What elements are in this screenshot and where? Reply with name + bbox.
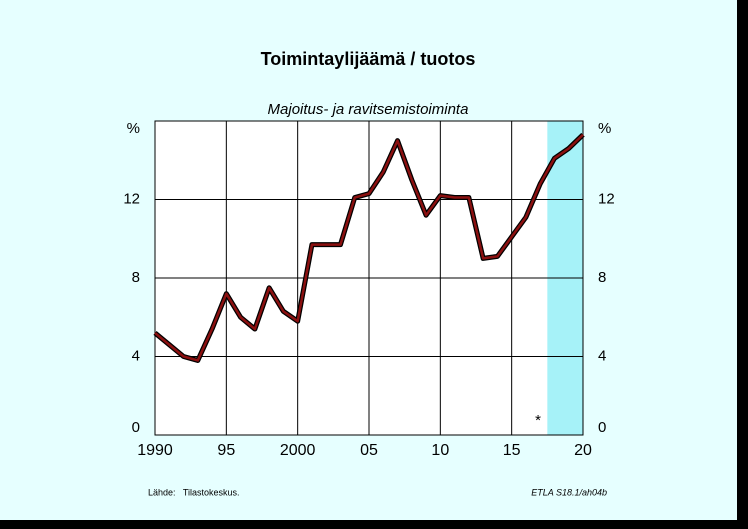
chart-title: Toimintaylijäämä / tuotos [261, 49, 476, 69]
x-tick-label: 1990 [137, 442, 173, 459]
chart-subtitle: Majoitus- ja ravitsemistoiminta [268, 101, 469, 118]
y-tick-label: 0 [132, 419, 140, 436]
y-tick-label: 12 [123, 190, 140, 207]
x-tick-label: 10 [431, 442, 449, 459]
y-tick-label-right: 4 [598, 347, 606, 364]
x-tick-label: 2000 [280, 442, 316, 459]
source-note: Lähde: Tilastokeskus. [148, 487, 240, 497]
x-tick-label: 20 [574, 442, 592, 459]
y-tick-label-right: 0 [598, 419, 606, 436]
x-tick-label: 95 [217, 442, 235, 459]
line [154, 133, 584, 362]
y-tick-label-right: 8 [598, 269, 606, 286]
y-tick-label: 8 [132, 269, 140, 286]
y-tick-label-right: % [598, 120, 611, 137]
plot-border [154, 120, 584, 436]
code-note: ETLA S18.1/ah04b [531, 487, 607, 497]
x-tick-label: 15 [503, 442, 521, 459]
x-tick-label: 05 [360, 442, 378, 459]
y-tick-label: 4 [132, 347, 140, 364]
y-tick-label-right: 12 [598, 190, 615, 207]
y-tick-label: % [127, 120, 140, 137]
forecast-marker: * [535, 412, 541, 429]
